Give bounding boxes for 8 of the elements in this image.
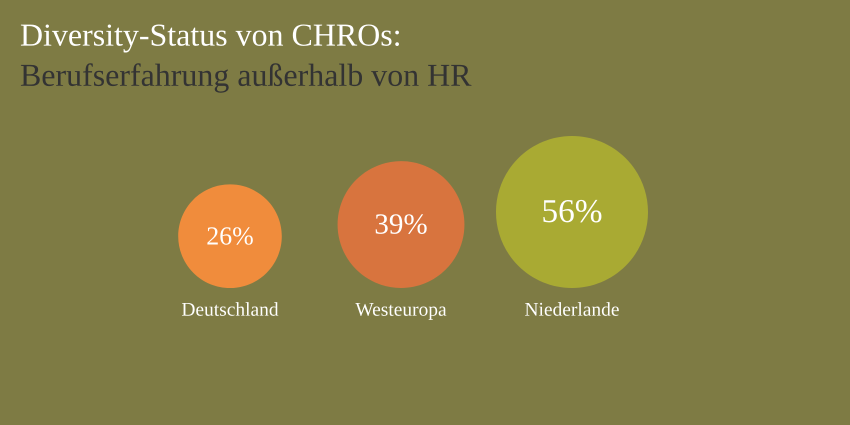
category-label: Deutschland (182, 302, 278, 316)
data-label: 26% (207, 227, 253, 245)
text: Berufserfahrung außerhalb von HR (20, 63, 472, 93)
data-label: 56% (543, 200, 602, 222)
text: Diversity-Status von CHROs: (20, 24, 399, 52)
category-label: Niederlande (525, 302, 619, 316)
category-label: Westeuropa (355, 302, 446, 320)
data-label: 39% (376, 214, 427, 234)
